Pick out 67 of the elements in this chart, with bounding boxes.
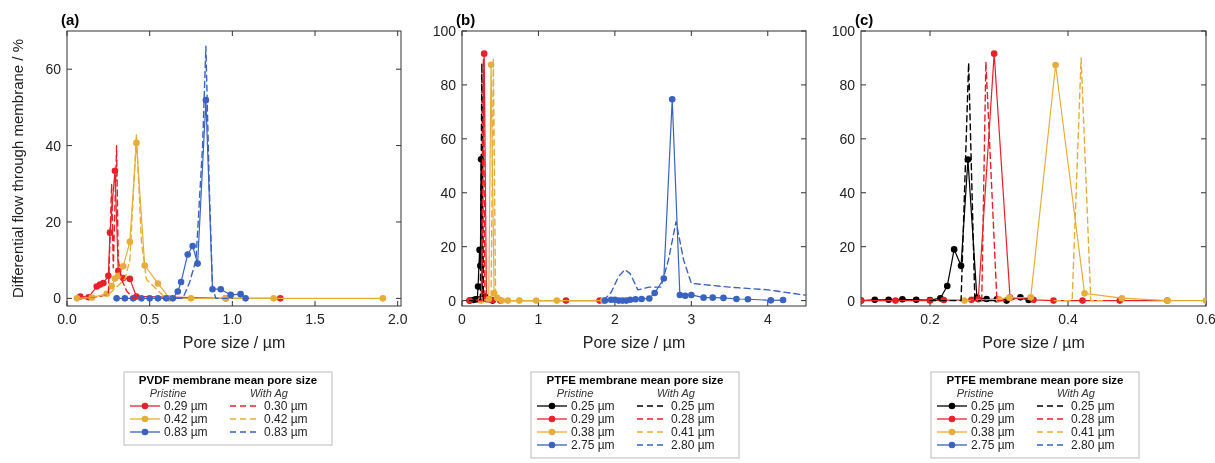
x-tick-label: 2.0 xyxy=(387,311,408,327)
y-tick-label: 80 xyxy=(440,76,457,93)
y-tick-label: 40 xyxy=(839,184,856,201)
text: With Ag xyxy=(1056,387,1096,399)
legend-label: 0.41 µm xyxy=(671,425,715,439)
y-tick-label: 0 xyxy=(53,290,62,307)
x-tick-label: 4 xyxy=(763,311,772,327)
legend-label: 0.29 µm xyxy=(971,412,1015,426)
legend-label: 0.25 µm xyxy=(1071,399,1115,413)
legend-title: PTFE membrane mean pore size xyxy=(946,374,1124,386)
legend-label: 0.83 µm xyxy=(264,425,308,439)
text: Pristine xyxy=(956,387,994,399)
legend-label: 0.38 µm xyxy=(971,425,1015,439)
x-tick-label: 0.0 xyxy=(57,311,77,327)
y-tick-label: 80 xyxy=(839,76,856,93)
text: Pristine xyxy=(556,387,594,399)
x-tick-label: 0.4 xyxy=(1058,311,1078,327)
y-tick-label: 40 xyxy=(440,184,457,201)
legend-label: 0.30 µm xyxy=(264,399,308,413)
x-tick-label: 0 xyxy=(458,311,467,327)
x-axis-title: Pore size / µm xyxy=(982,334,1085,351)
legend-label: 0.29 µm xyxy=(571,412,615,426)
x-tick-label: 1 xyxy=(534,311,543,327)
chart-title: (c) xyxy=(855,11,874,28)
y-tick-label: 100 xyxy=(831,23,856,39)
legend-label: 0.25 µm xyxy=(571,399,615,413)
x-tick-label: 1.0 xyxy=(222,311,243,327)
legend-label: 0.25 µm xyxy=(671,399,715,413)
y-tick-label: 40 xyxy=(45,137,62,154)
text: With Ag xyxy=(249,387,289,399)
legend-label: 2.80 µm xyxy=(671,438,715,452)
y-tick-label: 60 xyxy=(45,61,62,78)
legend-label: 0.29 µm xyxy=(164,399,208,413)
legend-label: 0.41 µm xyxy=(1071,425,1115,439)
y-axis-title: Differential flow through membrane / % xyxy=(9,38,26,299)
chart-title: (a) xyxy=(61,11,80,28)
y-tick-label: 20 xyxy=(839,238,856,255)
legend-label: 0.28 µm xyxy=(1071,412,1115,426)
legend-label: 0.42 µm xyxy=(264,412,308,426)
chart-title: (b) xyxy=(456,11,476,28)
text: With Ag xyxy=(656,387,696,399)
x-tick-label: 0.6 xyxy=(1196,311,1215,327)
x-tick-label: 1.5 xyxy=(305,311,325,327)
legend-label: 0.38 µm xyxy=(571,425,615,439)
legend-label: 2.75 µm xyxy=(971,438,1015,452)
y-tick-label: 0 xyxy=(448,292,457,309)
legend-label: 0.25 µm xyxy=(971,399,1015,413)
y-tick-label: 0 xyxy=(847,292,856,309)
legend-title: PVDF membrane mean pore size xyxy=(138,374,318,386)
legend-label: 0.83 µm xyxy=(164,425,208,439)
x-axis-title: Pore size / µm xyxy=(182,334,286,351)
x-tick-label: 3 xyxy=(687,311,696,327)
y-tick-label: 60 xyxy=(839,130,856,147)
y-tick-label: 20 xyxy=(45,213,62,230)
legend-title: PTFE membrane mean pore size xyxy=(546,374,724,386)
y-tick-label: 100 xyxy=(432,23,457,39)
x-tick-label: 2 xyxy=(610,311,619,327)
x-tick-label: 0.2 xyxy=(920,311,940,327)
y-tick-label: 60 xyxy=(440,130,457,147)
legend-label: 2.75 µm xyxy=(571,438,615,452)
legend-label: 0.28 µm xyxy=(671,412,715,426)
x-axis-title: Pore size / µm xyxy=(582,334,686,351)
y-tick-label: 20 xyxy=(440,238,457,255)
legend-label: 0.42 µm xyxy=(164,412,208,426)
x-tick-label: 0.5 xyxy=(139,311,160,327)
legend-label: 2.80 µm xyxy=(1071,438,1115,452)
text: Pristine xyxy=(149,387,187,399)
